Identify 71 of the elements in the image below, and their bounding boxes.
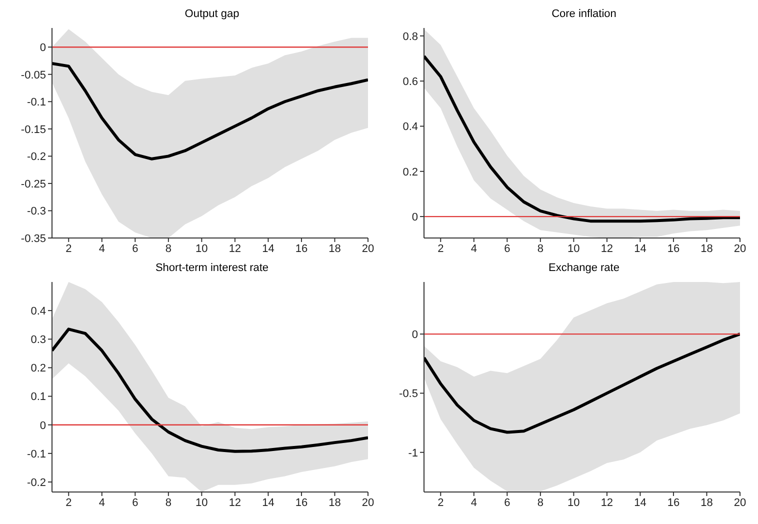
x-tick-label: 10 bbox=[568, 496, 580, 509]
y-tick-label: 0.8 bbox=[402, 30, 418, 43]
x-tick-label: 14 bbox=[634, 242, 646, 255]
x-tick-label: 10 bbox=[196, 496, 208, 509]
x-tick-label: 12 bbox=[600, 242, 614, 255]
y-tick-label: -0.35 bbox=[20, 232, 46, 245]
y-tick-label: -0.1 bbox=[27, 96, 46, 109]
x-tick-label: 2 bbox=[438, 242, 444, 255]
x-tick-label: 4 bbox=[470, 242, 477, 255]
y-tick-label: -0.15 bbox=[20, 124, 46, 136]
x-tick-label: 12 bbox=[600, 496, 614, 509]
x-tick-label: 8 bbox=[165, 242, 172, 255]
x-tick-label: 6 bbox=[132, 242, 138, 255]
y-tick-label: 0 bbox=[40, 42, 46, 54]
y-tick-label: 0.6 bbox=[402, 76, 418, 88]
y-tick-label: 0.2 bbox=[402, 166, 418, 178]
x-tick-label: 14 bbox=[634, 496, 646, 509]
y-tick-label: -0.1 bbox=[27, 448, 46, 460]
x-tick-label: 4 bbox=[98, 242, 105, 255]
y-tick-label: -0.2 bbox=[27, 476, 46, 489]
x-tick-label: 16 bbox=[295, 496, 308, 509]
x-tick-label: 6 bbox=[504, 496, 510, 509]
x-tick-label: 18 bbox=[328, 496, 341, 509]
chart-title: Short-term interest rate bbox=[154, 262, 270, 276]
x-tick-label: 20 bbox=[362, 496, 374, 509]
x-tick-label: 18 bbox=[700, 242, 713, 255]
x-tick-label: 14 bbox=[262, 496, 274, 509]
y-tick-label: 0.4 bbox=[402, 121, 418, 134]
chart-title: Exchange rate bbox=[548, 262, 620, 276]
y-tick-label: 0.1 bbox=[30, 391, 46, 404]
x-tick-label: 8 bbox=[165, 496, 172, 509]
y-tick-label: 0 bbox=[412, 211, 418, 224]
x-tick-label: 4 bbox=[98, 496, 105, 509]
x-tick-label: 18 bbox=[700, 496, 713, 509]
x-tick-label: 16 bbox=[667, 242, 680, 255]
x-tick-label: 8 bbox=[537, 496, 544, 509]
x-tick-label: 2 bbox=[66, 496, 72, 509]
x-tick-label: 12 bbox=[228, 242, 242, 255]
x-tick-label: 14 bbox=[262, 242, 274, 255]
x-tick-label: 20 bbox=[734, 242, 746, 255]
y-tick-label: 0.2 bbox=[30, 362, 46, 375]
x-tick-label: 6 bbox=[504, 242, 510, 255]
y-tick-label: -0.5 bbox=[399, 388, 418, 400]
y-tick-label: -0.2 bbox=[27, 151, 46, 164]
x-tick-label: 10 bbox=[568, 242, 580, 255]
line-series bbox=[424, 332, 740, 434]
y-tick-label: 0.3 bbox=[30, 334, 46, 346]
x-tick-label: 4 bbox=[470, 496, 477, 509]
y-tick-label: 0 bbox=[40, 420, 46, 432]
line-series bbox=[52, 62, 368, 160]
y-tick-label: 0.4 bbox=[30, 305, 46, 318]
y-tick-label: -0.05 bbox=[20, 69, 46, 82]
y-tick-label: -0.25 bbox=[20, 178, 46, 190]
x-tick-label: 16 bbox=[667, 496, 680, 509]
x-tick-label: 6 bbox=[132, 496, 138, 509]
x-tick-label: 20 bbox=[362, 242, 374, 255]
x-tick-label: 2 bbox=[438, 496, 444, 509]
x-tick-label: 10 bbox=[196, 242, 208, 255]
x-tick-label: 8 bbox=[537, 242, 544, 255]
y-tick-label: 0 bbox=[412, 328, 418, 341]
x-tick-label: 20 bbox=[734, 496, 746, 509]
chart-title: Output gap bbox=[184, 8, 240, 22]
x-tick-label: 16 bbox=[295, 242, 308, 255]
x-tick-label: 18 bbox=[328, 242, 341, 255]
line-series bbox=[52, 328, 368, 453]
y-tick-label: -0.3 bbox=[27, 206, 46, 218]
x-tick-label: 12 bbox=[228, 496, 242, 509]
line-series bbox=[424, 54, 740, 223]
chart-title: Core inflation bbox=[550, 8, 618, 22]
x-tick-label: 2 bbox=[66, 242, 72, 255]
y-tick-label: -1 bbox=[408, 447, 418, 460]
